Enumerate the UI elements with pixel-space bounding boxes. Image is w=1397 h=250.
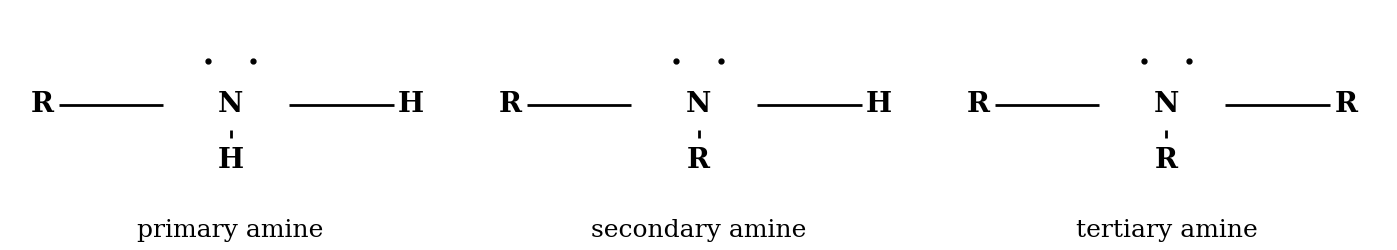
Text: R: R xyxy=(1155,146,1178,174)
Text: R: R xyxy=(499,92,521,118)
Text: secondary amine: secondary amine xyxy=(591,218,806,242)
Text: N: N xyxy=(1154,92,1179,118)
Text: N: N xyxy=(218,92,243,118)
Text: R: R xyxy=(31,92,53,118)
Text: R: R xyxy=(1336,92,1358,118)
Text: H: H xyxy=(866,92,891,118)
Text: N: N xyxy=(686,92,711,118)
Text: tertiary amine: tertiary amine xyxy=(1076,218,1257,242)
Text: primary amine: primary amine xyxy=(137,218,324,242)
Text: R: R xyxy=(687,146,710,174)
Text: H: H xyxy=(218,146,243,174)
Text: R: R xyxy=(967,92,989,118)
Text: H: H xyxy=(398,92,423,118)
